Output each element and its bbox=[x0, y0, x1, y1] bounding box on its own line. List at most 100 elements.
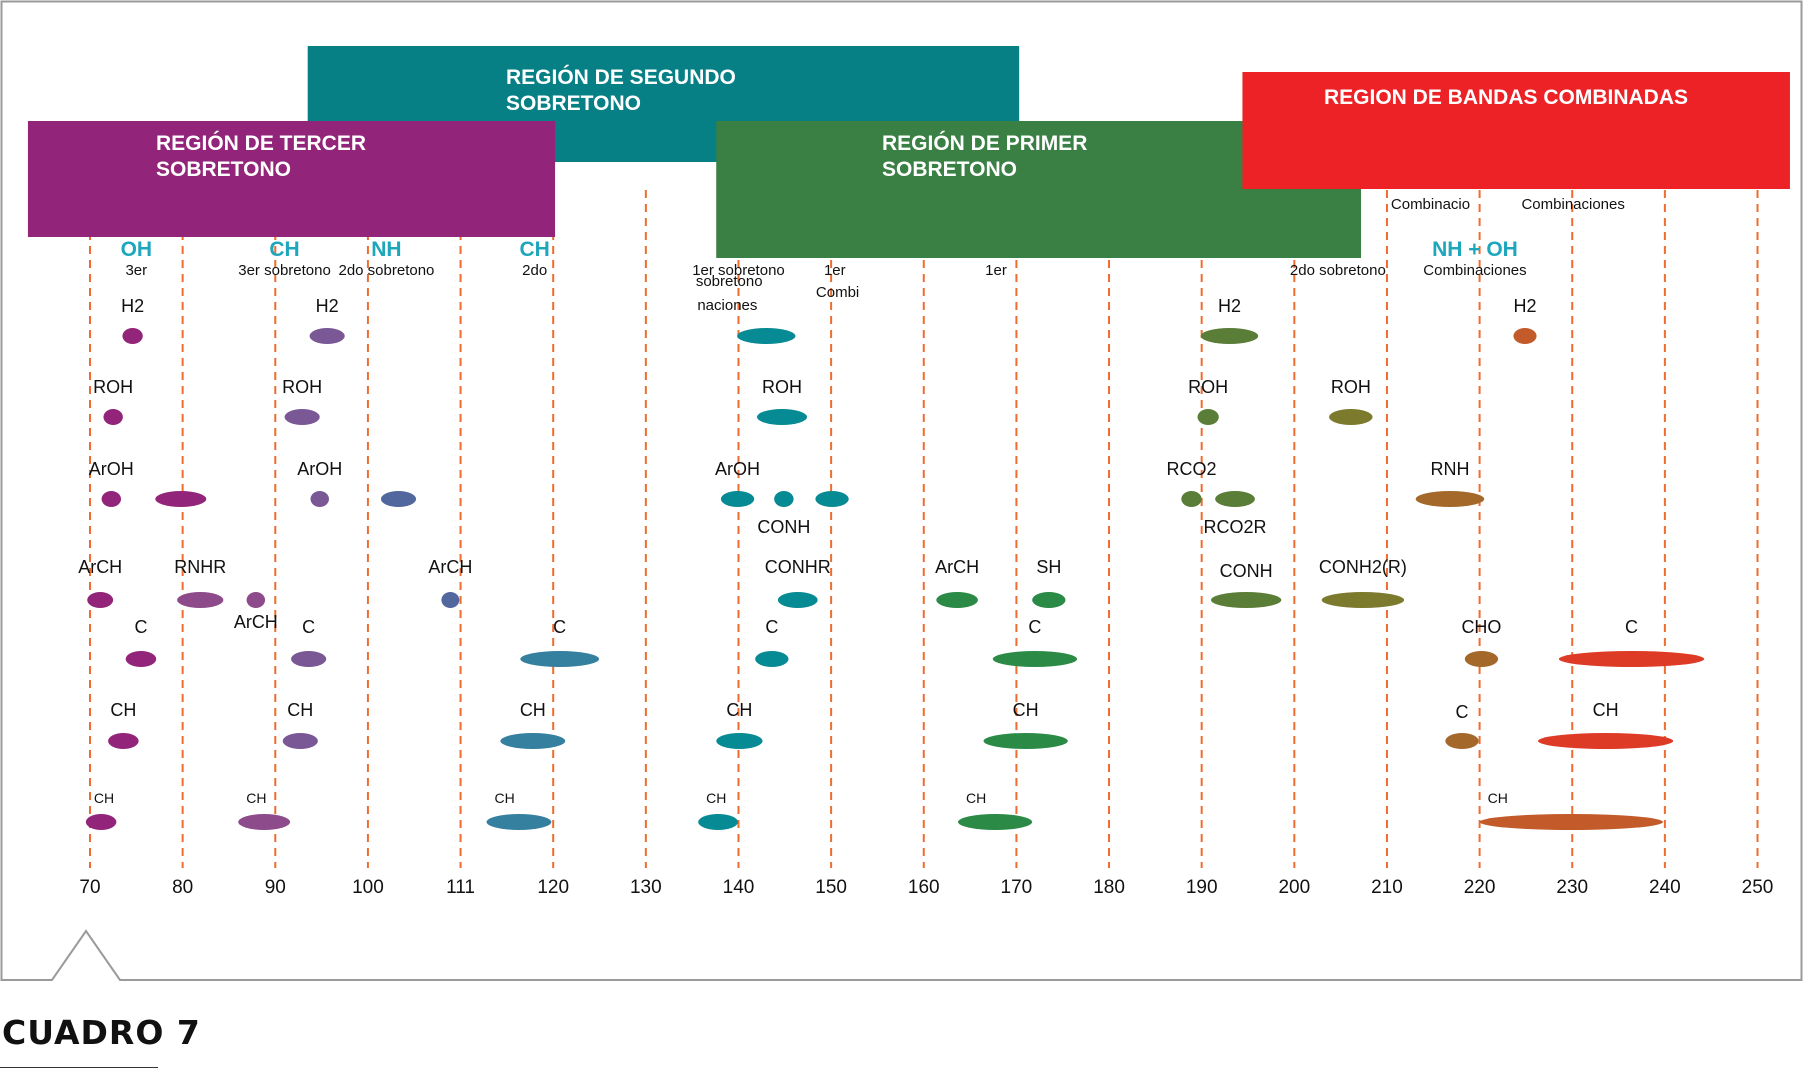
band-label: C bbox=[1625, 617, 1638, 637]
group-header-sublabel: naciones bbox=[697, 297, 757, 314]
band-ellipse bbox=[1032, 592, 1066, 608]
band-label: CH bbox=[706, 790, 726, 806]
band-ellipse bbox=[1415, 491, 1485, 507]
band-label: C bbox=[553, 617, 566, 637]
x-tick-label: 100 bbox=[352, 877, 384, 898]
region-label: REGIÓN DE TERCER SOBRETONO bbox=[156, 131, 366, 181]
band-label: ArCH bbox=[234, 612, 278, 632]
group-header-sublabel: 2do sobretono bbox=[1290, 262, 1386, 279]
region-label: REGION DE BANDAS COMBINADAS bbox=[1324, 86, 1688, 109]
band-ellipse bbox=[108, 733, 139, 749]
band-label: SH bbox=[1036, 557, 1061, 577]
caption-underline bbox=[0, 1067, 158, 1068]
band-label: ArOH bbox=[89, 459, 134, 479]
band-label: CH bbox=[110, 700, 136, 720]
band-ellipse bbox=[291, 651, 327, 667]
group-header-sublabel: sobretono bbox=[696, 273, 763, 290]
band-label: C bbox=[302, 617, 315, 637]
band-ellipse bbox=[1197, 409, 1219, 425]
band-label: ROH bbox=[93, 377, 133, 397]
band-ellipse bbox=[1445, 733, 1479, 749]
group-header-sublabel: 1er sobretono bbox=[692, 262, 785, 279]
band-ellipse bbox=[983, 733, 1068, 749]
band-ellipse bbox=[441, 592, 460, 608]
band-ellipse bbox=[1215, 491, 1255, 507]
region-band bbox=[1242, 72, 1790, 189]
band-label: RCO2R bbox=[1204, 517, 1267, 537]
band-ellipse bbox=[282, 733, 318, 749]
band-ellipse bbox=[155, 491, 207, 507]
band-label: ROH bbox=[1188, 377, 1228, 397]
group-header-sublabel: 3er bbox=[125, 262, 147, 279]
band-ellipse bbox=[103, 409, 123, 425]
band-ellipse bbox=[87, 592, 114, 608]
x-tick-label: 80 bbox=[172, 877, 193, 898]
band-ellipse bbox=[1210, 592, 1282, 608]
band-ellipse bbox=[85, 814, 117, 830]
x-tick-label: 190 bbox=[1186, 877, 1218, 898]
region-label: REGIÓN DE SEGUNDO SOBRETONO bbox=[506, 65, 736, 115]
band-ellipse bbox=[310, 491, 330, 507]
band-ellipse bbox=[716, 733, 763, 749]
group-header-sublabel: 1er bbox=[824, 262, 846, 279]
x-tick-label: 250 bbox=[1742, 877, 1774, 898]
band-ellipse bbox=[246, 592, 266, 608]
band-label: CONH2(R) bbox=[1319, 557, 1407, 577]
band-ellipse bbox=[777, 592, 818, 608]
band-label: CH bbox=[246, 790, 266, 806]
group-header-sublabel: Combinacio bbox=[1391, 196, 1470, 213]
band-ellipse bbox=[122, 328, 143, 344]
band-label: ROH bbox=[1331, 377, 1371, 397]
band-ellipse bbox=[815, 491, 849, 507]
x-tick-label: 130 bbox=[630, 877, 662, 898]
band-label: H2 bbox=[1218, 296, 1241, 316]
band-label: CH bbox=[94, 790, 114, 806]
band-ellipse bbox=[380, 491, 417, 507]
band-ellipse bbox=[520, 651, 600, 667]
band-label: ArCH bbox=[935, 557, 979, 577]
band-label: H2 bbox=[316, 296, 339, 316]
band-label: ROH bbox=[762, 377, 802, 397]
x-tick-label: 70 bbox=[79, 877, 100, 898]
band-ellipse bbox=[486, 814, 552, 830]
band-label: ROH bbox=[282, 377, 322, 397]
band-label: CH bbox=[966, 790, 986, 806]
band-ellipse bbox=[936, 592, 978, 608]
band-ellipse bbox=[309, 328, 345, 344]
band-label: CH bbox=[520, 700, 546, 720]
x-tick-label: 160 bbox=[908, 877, 940, 898]
band-ellipse bbox=[1537, 733, 1674, 749]
group-header-label: CH bbox=[520, 238, 550, 261]
band-ellipse bbox=[1321, 592, 1405, 608]
group-header-label: NH bbox=[371, 238, 401, 261]
group-header-sublabel: 1er bbox=[985, 262, 1007, 279]
region-label: REGIÓN DE PRIMER SOBRETONO bbox=[882, 131, 1087, 181]
band-label: CHO bbox=[1461, 617, 1501, 637]
x-tick-label: 200 bbox=[1278, 877, 1310, 898]
x-tick-label: 220 bbox=[1464, 877, 1496, 898]
caption-title: CUADRO 7 bbox=[2, 1013, 201, 1052]
band-label: C bbox=[1028, 617, 1041, 637]
x-tick-label: 111 bbox=[446, 877, 475, 898]
band-ellipse bbox=[720, 491, 755, 507]
band-label: RNH bbox=[1430, 459, 1469, 479]
band-label: CONHR bbox=[765, 557, 831, 577]
group-header-sublabel: Combinaciones bbox=[1521, 196, 1624, 213]
band-ellipse bbox=[698, 814, 739, 830]
chart-frame-outline bbox=[0, 0, 1803, 981]
x-tick-label: 240 bbox=[1649, 877, 1681, 898]
group-header-sublabel: 2do bbox=[522, 262, 547, 279]
band-label: H2 bbox=[121, 296, 144, 316]
band-label: RNHR bbox=[174, 557, 226, 577]
band-label: C bbox=[134, 617, 147, 637]
group-header-label: OH bbox=[121, 238, 153, 261]
band-label: CONH bbox=[1220, 561, 1273, 581]
band-label: CONH bbox=[757, 517, 810, 537]
band-ellipse bbox=[1479, 814, 1664, 830]
x-tick-label: 120 bbox=[537, 877, 569, 898]
band-label: ArCH bbox=[78, 557, 122, 577]
band-ellipse bbox=[737, 328, 796, 344]
group-header-label: NH + OH bbox=[1432, 238, 1518, 261]
